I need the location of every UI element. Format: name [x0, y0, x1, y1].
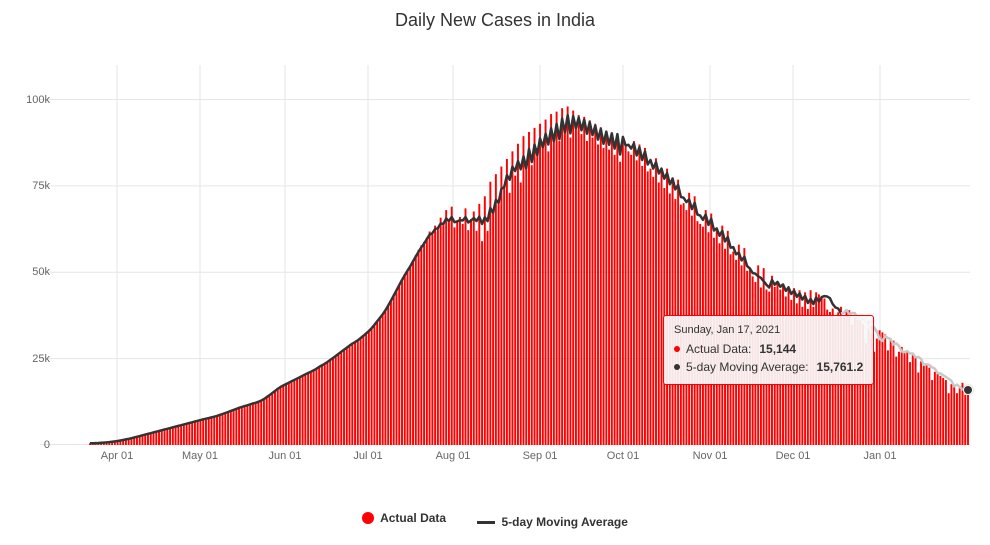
x-tick-label: Jul 01 — [353, 450, 382, 462]
x-tick-label: May 01 — [182, 450, 218, 462]
tooltip-series-value: 15,761.2 — [817, 358, 864, 376]
plot-area[interactable] — [40, 65, 970, 445]
x-tick-label: Oct 01 — [607, 450, 639, 462]
tooltip-series-value: 15,144 — [759, 340, 796, 358]
x-tick-label: Sep 01 — [523, 450, 558, 462]
tooltip: Sunday, Jan 17, 2021 Actual Data: 15,1445… — [663, 315, 874, 385]
tooltip-series-label: Actual Data: — [686, 340, 751, 358]
legend: Actual Data 5-day Moving Average — [0, 511, 990, 530]
tooltip-series-label: 5-day Moving Average: — [686, 358, 809, 376]
y-tick-label: 100k — [26, 94, 50, 106]
y-tick-label: 75k — [32, 180, 50, 192]
chart-container: Daily New Cases in India 025k50k75k100k … — [0, 0, 990, 545]
x-tick-label: Nov 01 — [693, 450, 728, 462]
y-tick-label: 0 — [44, 439, 50, 451]
x-tick-label: Jun 01 — [268, 450, 301, 462]
x-tick-label: Dec 01 — [776, 450, 811, 462]
y-tick-label: 50k — [32, 266, 50, 278]
legend-label: Actual Data — [380, 511, 446, 525]
tooltip-series-icon — [674, 364, 680, 370]
tooltip-row: 5-day Moving Average: 15,761.2 — [674, 358, 863, 376]
plot-svg — [40, 65, 970, 445]
y-tick-label: 25k — [32, 353, 50, 365]
legend-label: 5-day Moving Average — [501, 515, 627, 529]
x-tick-label: Jan 01 — [863, 450, 896, 462]
tooltip-header: Sunday, Jan 17, 2021 — [674, 324, 863, 336]
x-tick-label: Aug 01 — [436, 450, 471, 462]
x-tick-label: Apr 01 — [101, 450, 133, 462]
tooltip-series-icon — [674, 346, 680, 352]
hover-marker — [963, 385, 973, 395]
legend-dot-icon — [362, 512, 374, 524]
legend-line-icon — [477, 521, 495, 524]
chart-title: Daily New Cases in India — [0, 10, 990, 31]
legend-item-avg[interactable]: 5-day Moving Average — [477, 515, 627, 529]
tooltip-row: Actual Data: 15,144 — [674, 340, 863, 358]
legend-item-actual[interactable]: Actual Data — [362, 511, 446, 525]
